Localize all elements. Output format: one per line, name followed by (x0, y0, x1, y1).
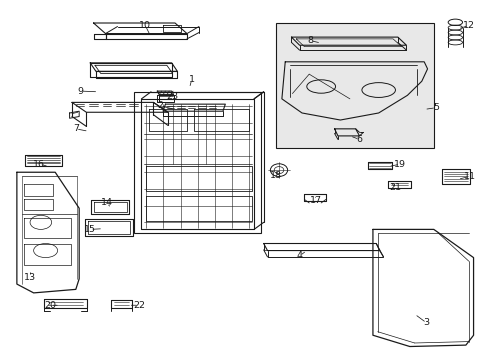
Text: 5: 5 (432, 103, 438, 112)
Text: 8: 8 (307, 36, 313, 45)
Text: 4: 4 (296, 251, 302, 260)
Text: 11: 11 (463, 172, 475, 181)
Text: 12: 12 (462, 21, 474, 30)
Text: 13: 13 (24, 273, 36, 282)
Text: 9: 9 (78, 87, 83, 96)
Text: 14: 14 (101, 198, 113, 207)
Text: 18: 18 (269, 171, 281, 180)
Text: 20: 20 (44, 301, 56, 310)
Text: 17: 17 (309, 196, 321, 205)
Bar (134, 92, 261, 233)
Text: 21: 21 (388, 183, 401, 192)
Text: 19: 19 (393, 159, 406, 168)
Text: 10: 10 (139, 21, 151, 30)
Text: 3: 3 (423, 318, 429, 327)
Text: 7: 7 (73, 124, 79, 133)
Text: 2: 2 (157, 102, 163, 111)
Text: 22: 22 (133, 301, 145, 310)
Text: 6: 6 (356, 135, 362, 144)
Bar (275, 23, 433, 148)
Text: 1: 1 (188, 75, 194, 84)
Text: 23: 23 (166, 91, 178, 100)
Text: 15: 15 (84, 225, 96, 234)
Text: 16: 16 (33, 159, 45, 168)
